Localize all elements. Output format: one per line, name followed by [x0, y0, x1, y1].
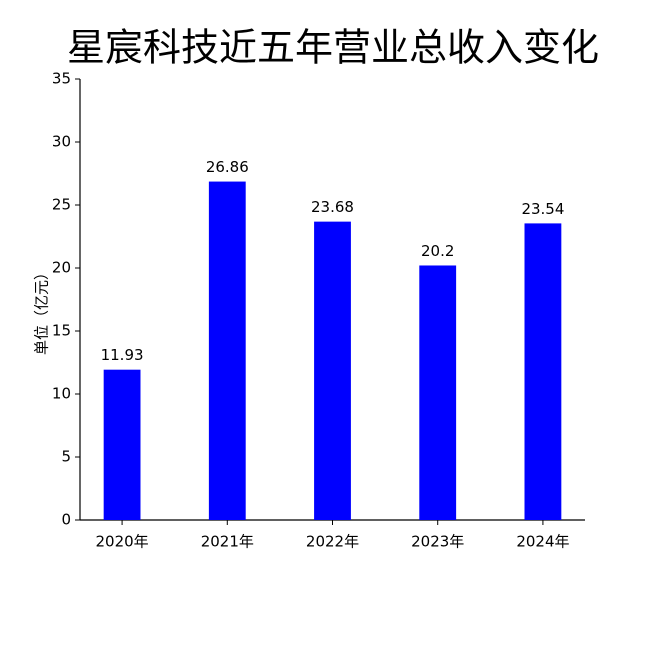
y-axis-label: 单位（亿元） [33, 265, 51, 355]
y-tick-label: 25 [52, 196, 71, 214]
data-label: 26.86 [206, 158, 249, 176]
y-tick-label: 30 [52, 133, 71, 151]
x-tick-label: 2024年 [516, 533, 569, 551]
y-tick-label: 10 [52, 385, 71, 403]
data-label: 23.68 [311, 198, 354, 216]
bar [103, 369, 141, 520]
data-label: 11.93 [101, 346, 144, 364]
y-tick-label: 15 [52, 322, 71, 340]
bar [419, 265, 457, 520]
data-label: 20.2 [421, 242, 454, 260]
y-tick-label: 0 [61, 511, 71, 529]
bar [314, 221, 351, 520]
bar [208, 181, 246, 520]
x-tick-label: 2022年 [306, 533, 359, 551]
x-tick-label: 2023年 [411, 533, 464, 551]
y-tick-label: 5 [61, 448, 71, 466]
x-tick-label: 2021年 [201, 533, 254, 551]
y-tick-label: 35 [52, 70, 71, 88]
bar [524, 223, 562, 520]
x-tick-label: 2020年 [95, 533, 148, 551]
y-tick-label: 20 [52, 259, 71, 277]
data-label: 23.54 [521, 200, 564, 218]
chart-title: 星宸科技近五年营业总收入变化 [67, 26, 599, 70]
